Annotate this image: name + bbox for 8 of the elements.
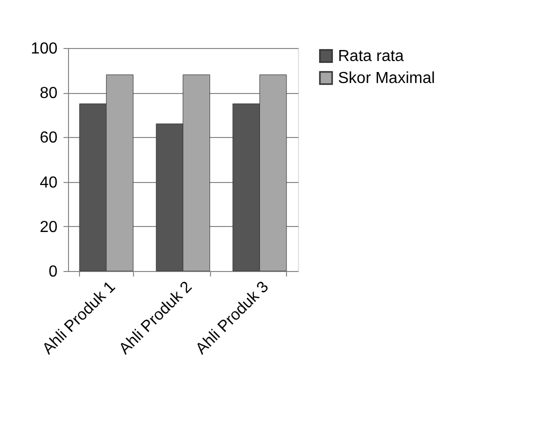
legend-label: Rata rata [338, 48, 404, 65]
y-tick-label: 60 [40, 130, 58, 147]
y-tick-label: 40 [40, 174, 58, 192]
legend-label: Skor Maximal [338, 70, 435, 87]
y-tick-label: 100 [30, 40, 58, 58]
y-tick-label: 20 [40, 218, 58, 236]
y-tick-label: 80 [40, 85, 58, 102]
y-tick-label: 0 [48, 264, 58, 280]
